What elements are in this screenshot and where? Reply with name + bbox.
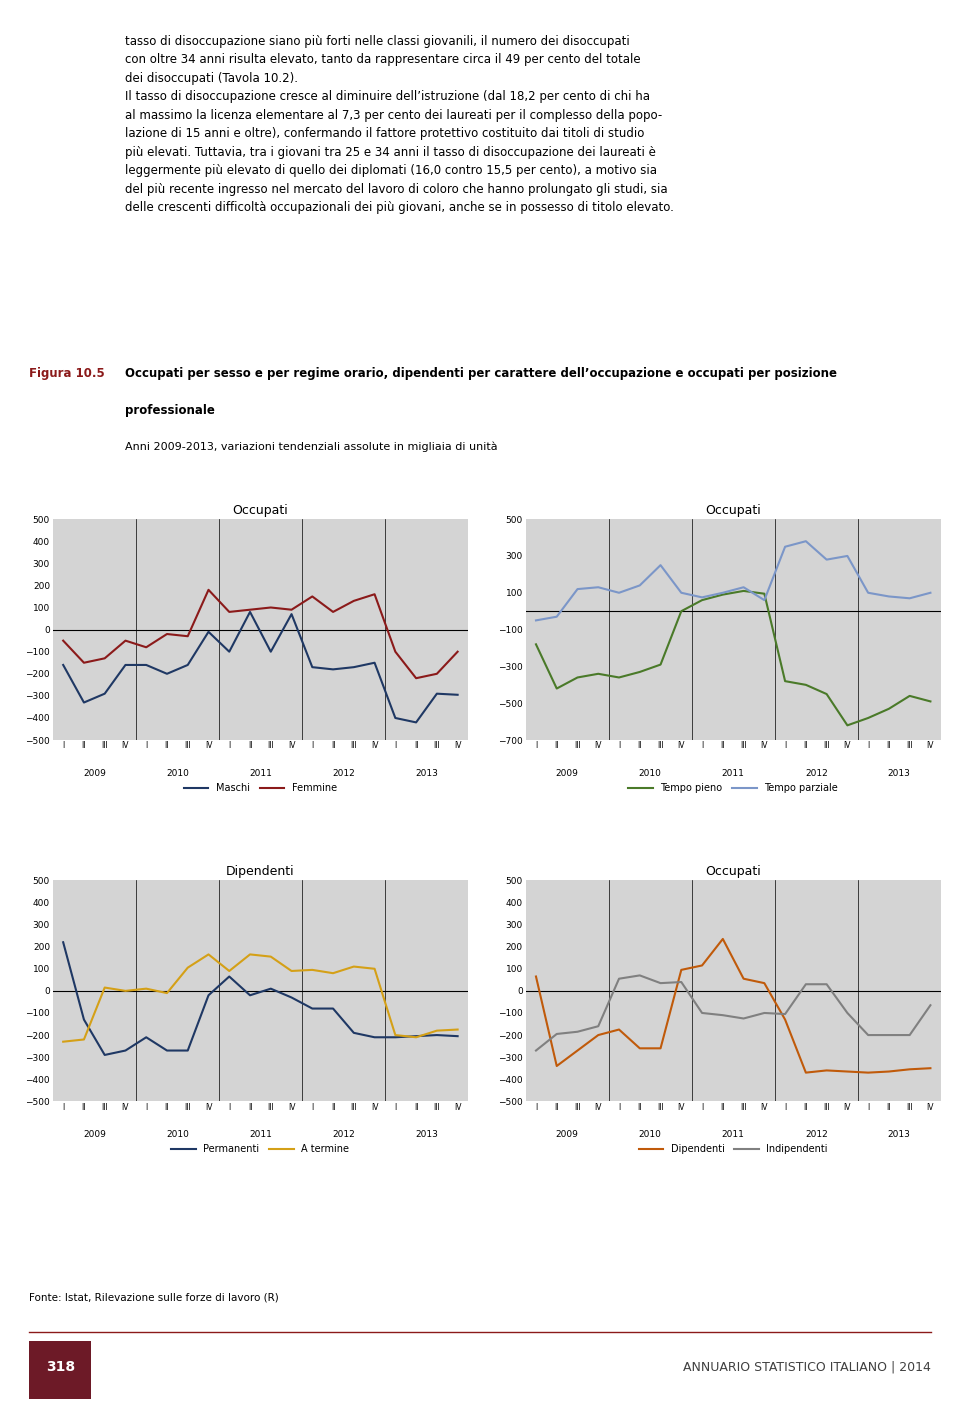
Text: 2012: 2012: [332, 1129, 355, 1139]
Title: Occupati: Occupati: [706, 504, 761, 516]
Text: Anni 2009-2013, variazioni tendenziali assolute in migliaia di unità: Anni 2009-2013, variazioni tendenziali a…: [125, 442, 497, 452]
Text: 318: 318: [46, 1360, 75, 1374]
Text: 2011: 2011: [249, 769, 272, 777]
Text: 2011: 2011: [722, 769, 745, 777]
Text: Fonte: Istat, Rilevazione sulle forze di lavoro (R): Fonte: Istat, Rilevazione sulle forze di…: [29, 1292, 278, 1302]
Text: 2012: 2012: [804, 769, 828, 777]
Legend: Dipendenti, Indipendenti: Dipendenti, Indipendenti: [635, 1141, 831, 1159]
Text: 2009: 2009: [83, 769, 106, 777]
Text: 2011: 2011: [722, 1129, 745, 1139]
Text: 2013: 2013: [888, 769, 911, 777]
Text: 2011: 2011: [249, 1129, 272, 1139]
Legend: Permanenti, A termine: Permanenti, A termine: [167, 1141, 353, 1159]
Title: Occupati: Occupati: [706, 864, 761, 878]
Text: 2009: 2009: [556, 769, 579, 777]
Text: professionale: professionale: [125, 404, 215, 417]
Text: Occupati per sesso e per regime orario, dipendenti per carattere dell’occupazion: Occupati per sesso e per regime orario, …: [125, 366, 837, 380]
Text: 2010: 2010: [166, 769, 189, 777]
Text: 2012: 2012: [332, 769, 355, 777]
Legend: Tempo pieno, Tempo parziale: Tempo pieno, Tempo parziale: [624, 779, 842, 797]
Title: Dipendenti: Dipendenti: [227, 864, 295, 878]
Text: 2010: 2010: [166, 1129, 189, 1139]
Text: 2012: 2012: [804, 1129, 828, 1139]
Text: 2009: 2009: [556, 1129, 579, 1139]
Text: 2013: 2013: [415, 1129, 438, 1139]
Text: 2013: 2013: [888, 1129, 911, 1139]
Text: 2009: 2009: [83, 1129, 106, 1139]
Text: 2010: 2010: [638, 1129, 661, 1139]
Text: Figura 10.5: Figura 10.5: [29, 366, 105, 380]
Text: 2013: 2013: [415, 769, 438, 777]
Text: 2010: 2010: [638, 769, 661, 777]
Text: ANNUARIO STATISTICO ITALIANO | 2014: ANNUARIO STATISTICO ITALIANO | 2014: [684, 1361, 931, 1374]
FancyBboxPatch shape: [29, 1341, 91, 1399]
Legend: Maschi, Femmine: Maschi, Femmine: [180, 779, 341, 797]
Title: Occupati: Occupati: [232, 504, 288, 516]
Text: tasso di disoccupazione siano più forti nelle classi giovanili, il numero dei di: tasso di disoccupazione siano più forti …: [125, 35, 674, 215]
